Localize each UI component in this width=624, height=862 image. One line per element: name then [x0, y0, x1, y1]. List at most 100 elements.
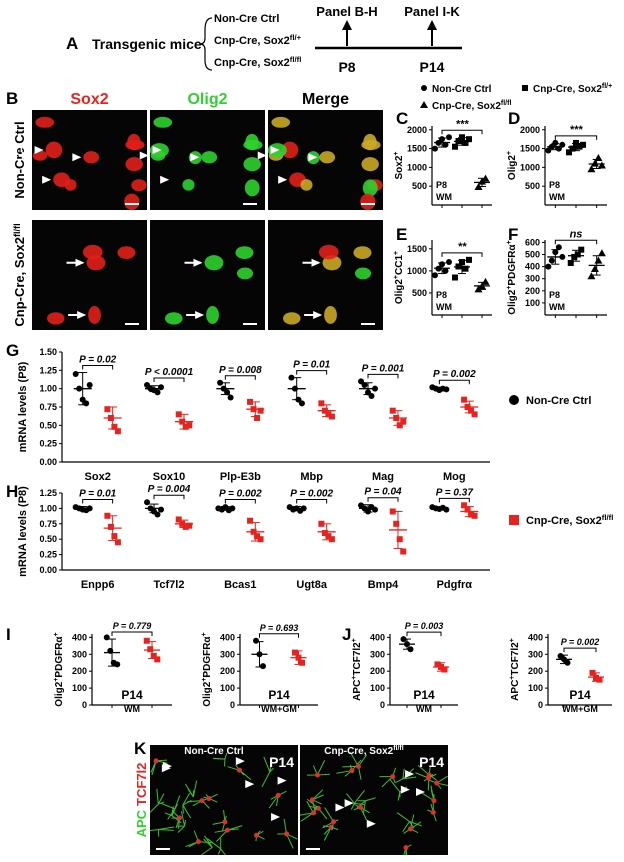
y-tick-label: 100: [370, 683, 385, 693]
y-axis-label-part: +: [393, 251, 400, 255]
cell: [431, 798, 437, 804]
cell: [361, 157, 379, 172]
cell: [349, 768, 355, 774]
data-point: [325, 533, 332, 540]
y-tick-label: 300: [220, 649, 235, 659]
data-point: [587, 272, 596, 280]
process: [182, 792, 191, 806]
x-tick-label: Sox2: [85, 471, 111, 483]
y-axis-label: APC+TCF7l2+: [351, 638, 363, 701]
sig-bracket: [224, 499, 256, 504]
x-tick-label: Mag: [372, 471, 394, 483]
panel-letter: E: [396, 225, 407, 244]
column-label: Merge: [302, 91, 349, 108]
sig-label: P = 0.004: [148, 484, 191, 495]
data-point: [578, 246, 585, 253]
data-point: [446, 259, 452, 266]
sig-label: P = 0.008: [219, 365, 262, 376]
data-point: [400, 418, 407, 425]
y-axis-label: Olig2+PDGFRα+: [53, 632, 65, 706]
y-tick-label: 400: [370, 632, 385, 642]
sig-bracket: [441, 252, 483, 257]
data-point: [147, 646, 154, 653]
process: [158, 801, 165, 805]
legend-label-part: fl/fl: [602, 513, 614, 522]
cell: [309, 797, 315, 803]
arrowhead: [308, 153, 318, 162]
y-axis-label-part: +: [351, 676, 358, 680]
data-point: [442, 267, 449, 274]
data-point: [247, 517, 254, 524]
y-tick-label: 1.25: [39, 365, 57, 375]
row-label-part: Non-Cre Ctrl: [12, 121, 27, 198]
cell: [82, 244, 103, 260]
y-axis-label-part: PDGFRα: [54, 636, 65, 678]
cell: [201, 151, 218, 164]
y-tick-label: 0: [82, 700, 87, 710]
x-tick-label: Pdgfrα: [437, 579, 473, 591]
sig-bracket: [224, 375, 256, 380]
process: [177, 825, 185, 833]
y-tick-label: 1000: [407, 162, 427, 172]
group-label-part: fl/fl: [290, 55, 302, 64]
legend-swatch: [420, 101, 428, 108]
cell: [224, 827, 230, 833]
sig-bracket: [367, 497, 399, 502]
cell: [206, 795, 212, 801]
y-axis-label: Olig2+PDGFRα+: [201, 632, 213, 706]
data-point: [564, 659, 571, 666]
data-point: [260, 663, 266, 670]
sig-label: P = 0.003: [405, 621, 443, 631]
note: P14: [268, 688, 290, 702]
arrowhead: [335, 803, 345, 812]
process: [158, 829, 174, 831]
arrowhead: [152, 145, 162, 154]
process: [220, 848, 226, 856]
y-axis-label-part: +: [506, 286, 513, 290]
data-point: [372, 506, 379, 513]
y-tick-label: 100: [72, 683, 87, 693]
row-label-part: fl/fl: [12, 223, 22, 237]
cell: [284, 831, 290, 837]
data-point: [481, 277, 490, 285]
data-point: [292, 649, 298, 656]
y-tick-label: 0.25: [39, 550, 57, 560]
column-label: Olig2: [187, 91, 227, 108]
data-point: [154, 656, 161, 663]
process: [346, 793, 355, 804]
data-point: [389, 407, 396, 414]
x-tick-label: Enpp6: [81, 579, 115, 591]
legend-label: Cnp-Cre, Sox2fl/+: [533, 83, 612, 95]
stain-part: TCF7l2: [134, 763, 149, 806]
data-point: [452, 274, 458, 281]
group-label: Non-Cre Ctrl: [214, 13, 279, 25]
cell: [45, 141, 63, 159]
data-point: [441, 666, 448, 673]
data-point: [545, 263, 552, 270]
process: [227, 825, 243, 831]
cell: [390, 774, 396, 780]
process: [389, 778, 401, 793]
sig-bracket: [259, 633, 299, 638]
data-point: [443, 386, 450, 393]
arrowhead: [405, 769, 415, 778]
x-tick-label: Bmp4: [368, 579, 399, 591]
cell: [182, 179, 195, 191]
note: P8: [549, 290, 560, 300]
y-axis-label: Olig2+: [506, 151, 518, 180]
group-label-part: Non-Cre Ctrl: [214, 13, 279, 25]
process: [157, 793, 165, 805]
y-tick-label: 500: [412, 288, 427, 298]
legend-label-part: Cnp-Cre, Sox2: [533, 84, 602, 95]
data-point: [574, 251, 581, 258]
sig-bracket: [554, 239, 598, 245]
arrowhead: [344, 799, 354, 808]
y-axis-label-part: PDGFRα: [507, 244, 518, 286]
data-point: [389, 508, 396, 515]
data-point: [182, 523, 189, 530]
sig-bracket: [296, 499, 328, 504]
y-axis-label-part: +: [509, 638, 516, 642]
process: [149, 829, 159, 832]
arrowhead: [75, 258, 85, 267]
arrowhead: [277, 776, 287, 785]
